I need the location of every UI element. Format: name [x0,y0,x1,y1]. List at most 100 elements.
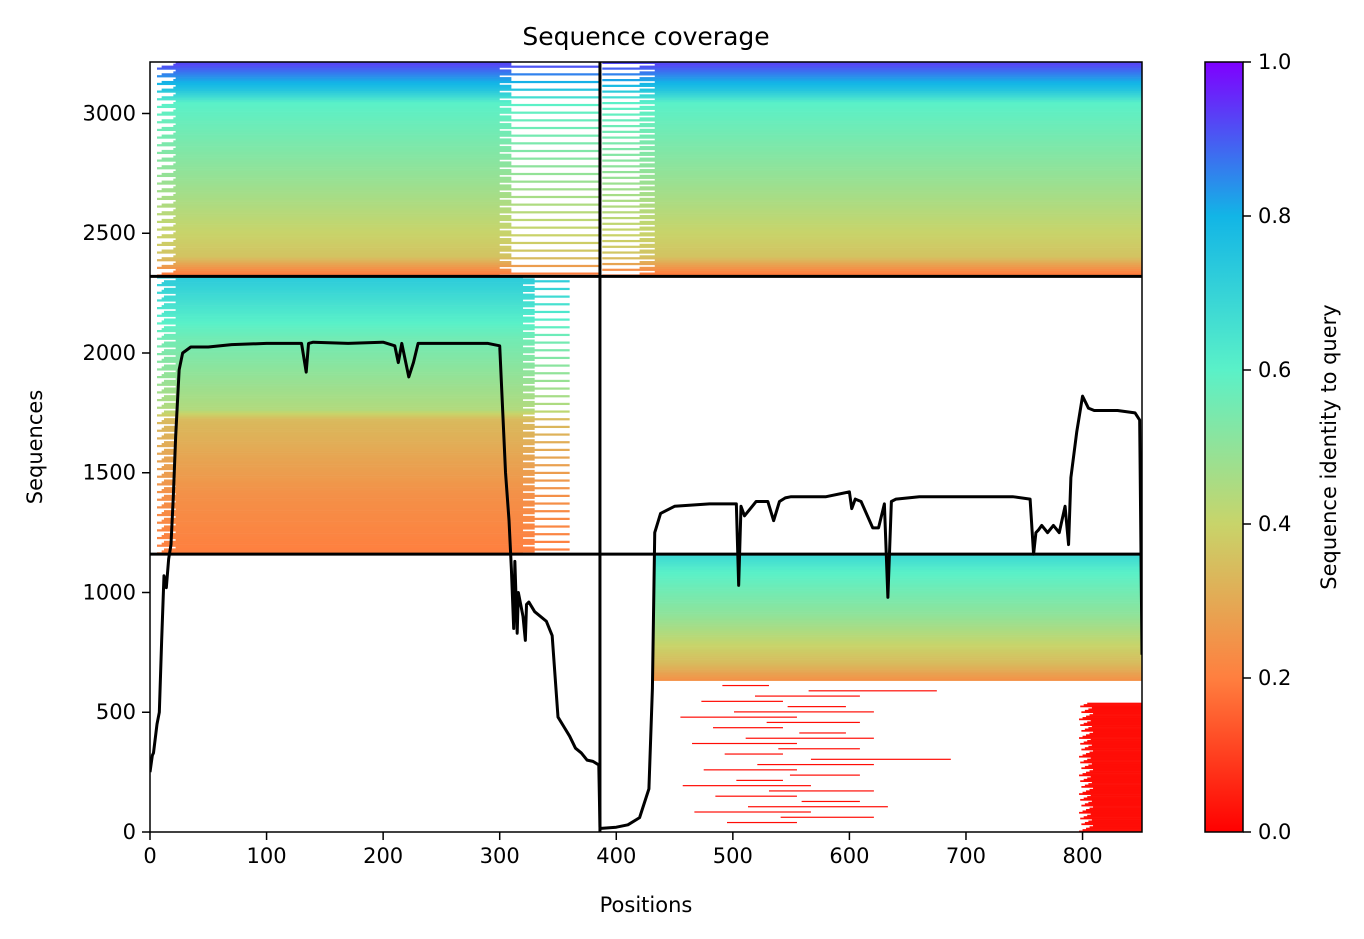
coverage-band [173,94,512,97]
coverage-band [173,209,512,212]
coverage-band [653,596,1142,599]
coverage-band [175,69,512,72]
coverage-band [175,293,535,296]
coverage-band [173,109,512,112]
coverage-band [602,262,1142,266]
x-tick-label: 100 [247,844,287,868]
low-identity-hit [1080,724,1142,726]
coverage-band [175,169,512,172]
coverage-band [653,584,1142,588]
coverage-band [653,625,1142,628]
low-identity-hit [1086,790,1142,793]
coverage-band [653,582,1142,586]
coverage-band [156,205,500,208]
low-identity-hit [1079,755,1142,758]
coverage-band [653,626,1142,630]
coverage-band [602,153,1142,156]
low-identity-hit [745,737,874,739]
coverage-band [175,278,535,281]
coverage-band [163,510,570,513]
low-identity-hit [1088,783,1142,785]
coverage-band [161,412,535,415]
coverage-band [175,176,512,179]
coverage-band [653,617,1142,620]
coverage-band [156,460,524,463]
coverage-band [639,140,1142,143]
low-identity-hit [1089,807,1142,810]
low-identity-hit [727,821,797,824]
coverage-band [156,90,500,93]
coverage-band [156,406,524,409]
coverage-band [602,199,1142,202]
coverage-band [163,448,570,452]
coverage-band [175,477,535,480]
coverage-band [654,213,1142,216]
coverage-band [602,222,1142,225]
coverage-band [156,259,500,262]
low-identity-hit [1081,711,1142,714]
coverage-band [639,100,1142,103]
coverage-band [161,203,599,206]
plot-area [150,62,1142,832]
low-identity-hit [1091,725,1142,728]
coverage-band [602,268,1142,271]
coverage-band [161,320,535,323]
low-identity-hit [1083,741,1142,744]
coverage-band [156,314,524,317]
low-identity-hit [736,779,783,781]
coverage-band [654,224,1142,227]
coverage-band [156,429,524,432]
coverage-band [654,218,1142,222]
low-identity-hit [1084,765,1142,768]
coverage-band [163,494,570,497]
coverage-band [161,88,599,91]
coverage-band [654,172,1142,176]
coverage-band [653,657,1142,660]
coverage-band [654,109,1142,112]
coverage-band [161,103,599,107]
low-identity-hit [1079,737,1142,739]
coverage-band [175,347,535,350]
coverage-band [639,232,1142,235]
coverage-band [175,462,535,465]
coverage-band [653,638,1142,641]
low-identity-hit [1090,794,1142,797]
coverage-band [602,62,1142,64]
coverage-band [653,561,1142,565]
coverage-band [602,136,1142,139]
coverage-blocks [156,62,1142,832]
coverage-band [161,134,599,137]
low-identity-hit [1083,704,1142,706]
low-identity-hit [789,774,860,776]
coverage-band [175,469,535,473]
low-identity-hit [1082,717,1142,719]
coverage-band [161,335,535,338]
low-identity-hit [757,763,874,766]
low-identity-hit [1086,752,1142,755]
coverage-band [161,312,535,315]
coverage-band [639,261,1142,264]
coverage-band [175,146,512,149]
coverage-band [175,115,512,118]
low-identity-hit [1086,827,1142,830]
coverage-band [163,387,570,390]
low-identity-hit [1081,804,1142,807]
coverage-band [602,159,1142,162]
low-identity-hit [1079,811,1142,814]
low-identity-hit [1084,728,1142,731]
coverage-band [653,594,1142,597]
coverage-band [654,86,1142,89]
coverage-band [602,119,1142,122]
coverage-band [156,167,500,170]
coverage-band [156,490,524,494]
x-tick-label: 800 [1063,844,1103,868]
coverage-band [654,184,1142,187]
coverage-band [156,352,524,356]
coverage-band [654,115,1142,118]
coverage-band [175,161,512,164]
low-identity-hit [1082,773,1142,775]
coverage-band [639,105,1142,109]
coverage-band [175,485,535,488]
coverage-band [156,67,500,70]
x-tick-label: 300 [480,844,520,868]
